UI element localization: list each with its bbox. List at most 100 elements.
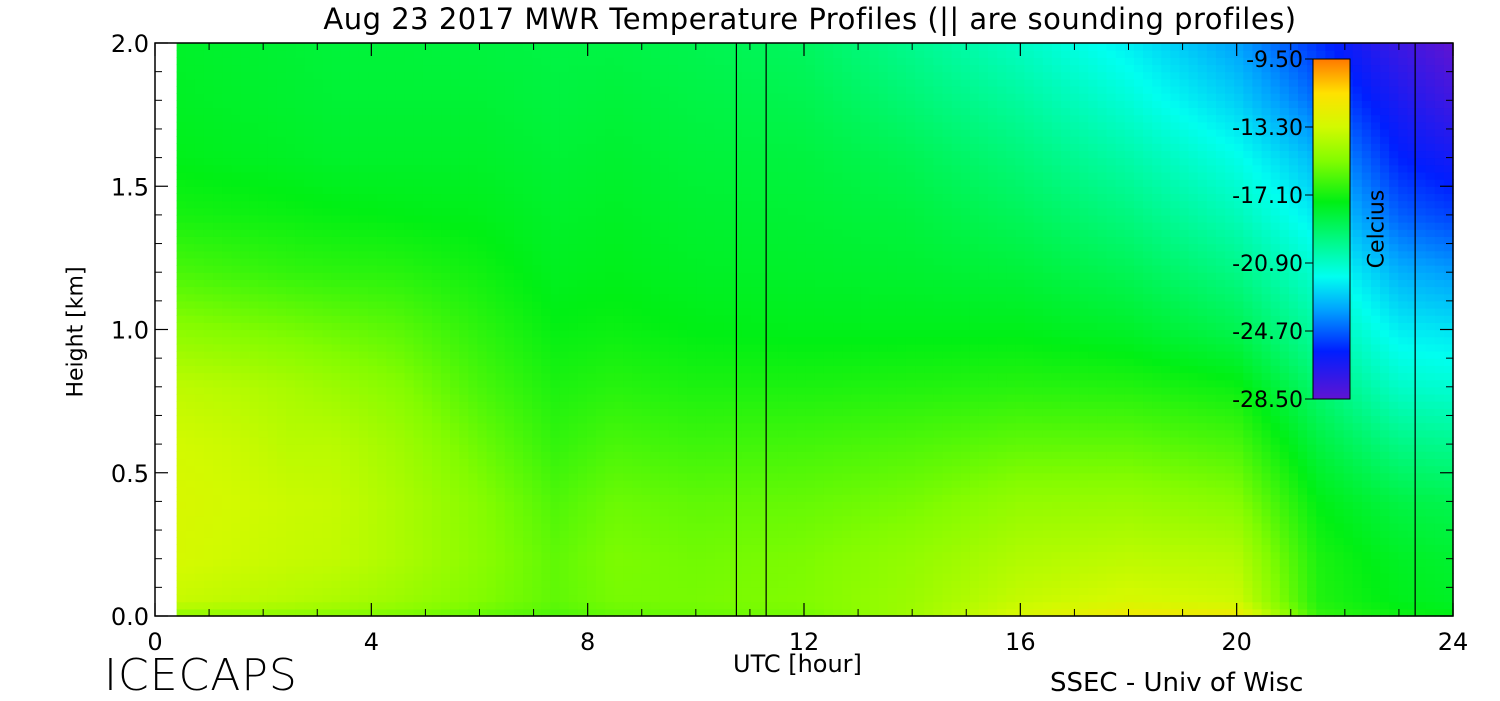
heatmap-cell <box>413 243 424 252</box>
heatmap-cell <box>605 157 615 166</box>
heatmap-cell <box>577 308 588 316</box>
heatmap-cell <box>213 200 223 209</box>
heatmap-cell <box>577 193 588 202</box>
heatmap-cell <box>286 429 296 438</box>
heatmap-cell <box>185 128 196 137</box>
heatmap-cell <box>267 587 278 596</box>
heatmap-cell <box>586 415 597 424</box>
heatmap-cell <box>532 300 542 309</box>
heatmap-cell <box>322 279 333 288</box>
heatmap-cell <box>705 558 716 567</box>
heatmap-cell <box>313 436 324 445</box>
heatmap-cell <box>714 200 725 209</box>
heatmap-cell <box>203 494 214 502</box>
heatmap-cell <box>732 372 743 381</box>
heatmap-cell <box>368 415 378 424</box>
heatmap-cell <box>185 537 196 545</box>
heatmap-cell <box>295 544 305 553</box>
heatmap-cell <box>304 537 314 545</box>
heatmap-cell <box>723 444 734 452</box>
heatmap-cell <box>404 157 415 166</box>
heatmap-cell <box>459 214 469 223</box>
heatmap-cell <box>386 128 397 137</box>
heatmap-cell <box>696 508 707 517</box>
heatmap-cell <box>203 279 214 288</box>
heatmap-cell <box>513 393 524 402</box>
heatmap-cell <box>322 544 333 553</box>
heatmap-cell <box>313 580 324 588</box>
heatmap-cell <box>623 171 634 180</box>
heatmap-cell <box>386 479 397 488</box>
heatmap-cell <box>614 551 624 560</box>
heatmap-cell <box>586 573 597 581</box>
heatmap-cell <box>495 143 506 152</box>
heatmap-cell <box>358 121 369 130</box>
heatmap-cell <box>368 544 378 553</box>
heatmap-cell <box>559 479 570 488</box>
heatmap-cell <box>705 515 716 524</box>
heatmap-cell <box>267 336 278 345</box>
heatmap-cell <box>194 71 205 80</box>
heatmap-cell <box>687 587 697 596</box>
heatmap-cell <box>678 608 688 617</box>
heatmap-cell <box>295 594 305 603</box>
heatmap-cell <box>422 71 433 80</box>
heatmap-cell <box>741 408 752 417</box>
heatmap-cell <box>550 408 561 417</box>
heatmap-cell <box>614 171 624 180</box>
heatmap-cell <box>559 272 570 280</box>
heatmap-cell <box>358 372 369 381</box>
heatmap-cell <box>194 150 205 159</box>
heatmap-cell <box>559 530 570 538</box>
heatmap-cell <box>258 272 269 280</box>
heatmap-cell <box>304 458 314 467</box>
heatmap-cell <box>322 594 333 603</box>
heatmap-cell <box>523 393 533 402</box>
heatmap-cell <box>696 286 707 295</box>
heatmap-cell <box>349 128 360 137</box>
heatmap-cell <box>240 107 251 116</box>
heatmap-cell <box>185 322 196 331</box>
heatmap-cell <box>249 479 260 488</box>
heatmap-cell <box>568 93 579 101</box>
heatmap-cell <box>249 157 260 166</box>
heatmap-cell <box>614 136 624 144</box>
heatmap-cell <box>286 372 296 381</box>
heatmap-cell <box>368 422 378 431</box>
heatmap-cell <box>194 515 205 524</box>
heatmap-cell <box>331 580 342 588</box>
heatmap-cell <box>668 508 679 517</box>
heatmap-cell <box>623 50 634 58</box>
heatmap-cell <box>331 573 342 581</box>
heatmap-cell <box>550 243 561 252</box>
heatmap-cell <box>650 114 661 123</box>
heatmap-cell <box>577 515 588 524</box>
heatmap-cell <box>286 343 296 352</box>
heatmap-cell <box>504 537 515 545</box>
heatmap-cell <box>322 393 333 402</box>
heatmap-cell <box>678 379 688 388</box>
heatmap-cell <box>559 128 570 137</box>
heatmap-cell <box>504 186 515 195</box>
heatmap-cell <box>486 179 497 187</box>
heatmap-cell <box>495 379 506 388</box>
heatmap-cell <box>477 358 488 366</box>
heatmap-cell <box>641 551 652 560</box>
heatmap-cell <box>203 415 214 424</box>
heatmap-cell <box>377 150 387 159</box>
heatmap-cell <box>431 150 442 159</box>
heatmap-cell <box>258 350 269 359</box>
heatmap-cell <box>532 293 542 302</box>
heatmap-cell <box>586 372 597 381</box>
heatmap-cell <box>550 451 561 460</box>
heatmap-cell <box>723 322 734 331</box>
heatmap-cell <box>358 401 369 409</box>
heatmap-cell <box>650 601 661 610</box>
heatmap-cell <box>377 479 387 488</box>
heatmap-cell <box>441 451 451 460</box>
heatmap-cell <box>450 193 460 202</box>
heatmap-cell <box>176 200 187 209</box>
heatmap-cell <box>495 515 506 524</box>
heatmap-cell <box>176 214 187 223</box>
heatmap-cell <box>504 580 515 588</box>
